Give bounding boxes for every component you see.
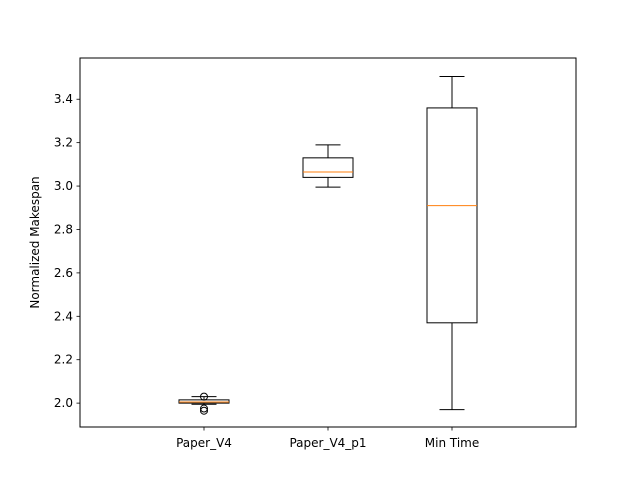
box-group [178, 392, 230, 415]
box-group [302, 144, 354, 188]
x-axis: Paper_V4 Paper_V4_p1 Min Time [176, 427, 479, 450]
y-axis-label: Normalized Makespan [28, 176, 42, 308]
y-axis: 2.0 2.2 2.4 2.6 2.8 3.0 3.2 3.4 [54, 92, 80, 410]
outlier-point [200, 392, 208, 401]
y-tick-label: 2.2 [54, 353, 73, 367]
x-tick-label: Min Time [425, 436, 479, 450]
outlier-point [200, 404, 208, 413]
y-tick-label: 2.0 [54, 396, 73, 410]
box-group [426, 75, 478, 411]
x-tick-label: Paper_V4 [176, 436, 232, 450]
x-tick-label: Paper_V4_p1 [289, 436, 366, 450]
y-tick-label: 3.2 [54, 136, 73, 150]
iqr-box [426, 107, 478, 324]
y-tick-label: 2.4 [54, 309, 73, 323]
y-tick-label: 2.8 [54, 222, 73, 236]
y-tick-label: 2.6 [54, 266, 73, 280]
plot-content [178, 75, 478, 415]
iqr-box [302, 157, 354, 178]
y-tick-label: 3.0 [54, 179, 73, 193]
y-tick-label: 3.4 [54, 92, 73, 106]
outlier-point [200, 406, 208, 415]
